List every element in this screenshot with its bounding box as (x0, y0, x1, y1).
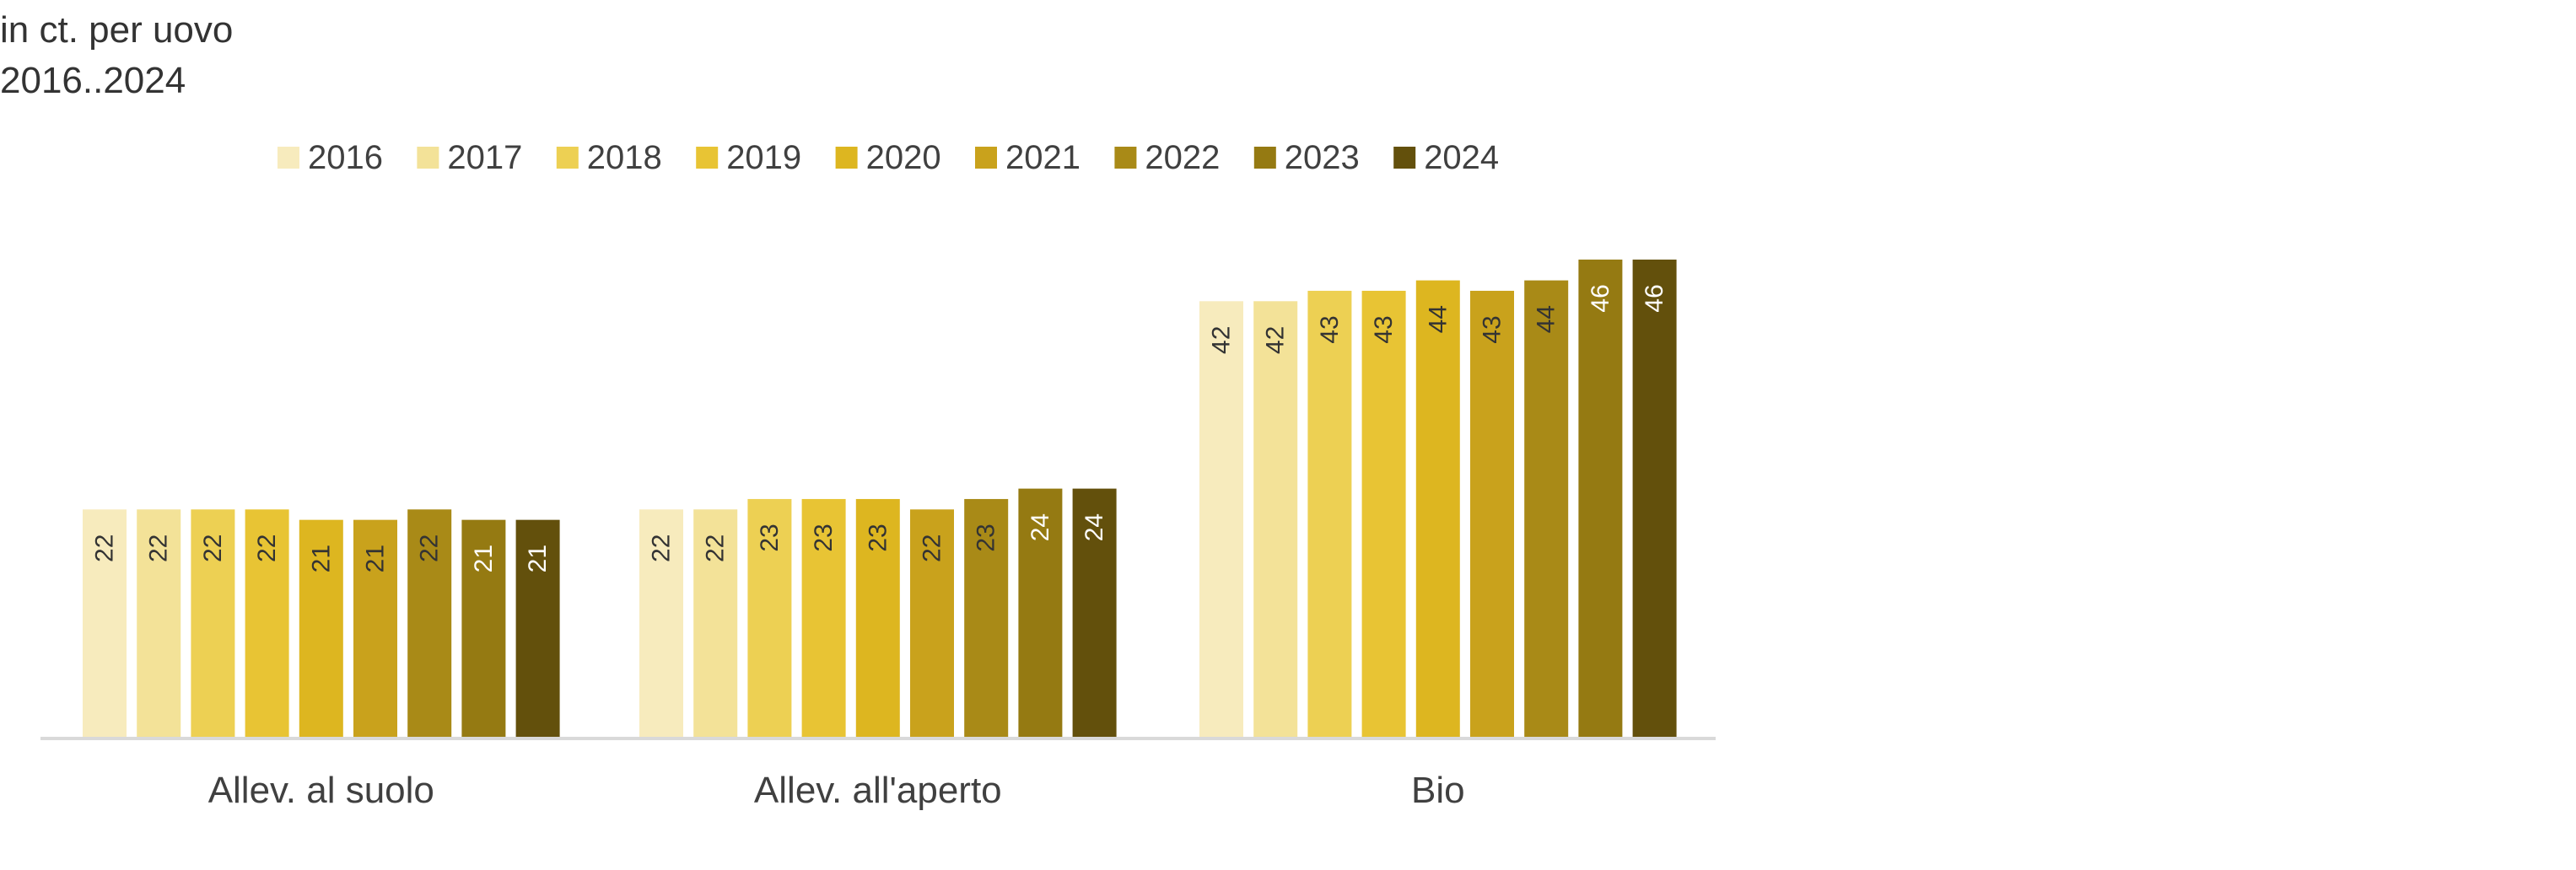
data-label-2024-2: 46 (1641, 284, 1668, 312)
legend-label-2023: 2023 (1285, 139, 1360, 176)
bar-2018-1 (747, 498, 792, 738)
bar-2022-2 (1524, 280, 1569, 739)
data-label-2023-2: 46 (1587, 284, 1614, 312)
data-label-2017-2: 42 (1262, 326, 1290, 354)
bar-2017-0 (137, 509, 181, 738)
legend-label-2018: 2018 (587, 139, 662, 176)
bar-2023-2 (1578, 259, 1623, 738)
category-label-1: Allev. all'aperto (754, 770, 1002, 811)
bar-2019-1 (801, 498, 846, 738)
bar-2020-1 (855, 498, 900, 738)
bar-2022-0 (407, 509, 452, 738)
bar-2023-0 (461, 519, 506, 738)
bar-2022-1 (964, 498, 1009, 738)
data-label-2016-0: 22 (91, 534, 119, 562)
bar-2020-0 (299, 519, 343, 738)
bar-2020-2 (1415, 280, 1460, 739)
legend-label-2016: 2016 (308, 139, 383, 176)
legend-swatch-2022 (1114, 147, 1137, 169)
data-label-2017-1: 22 (702, 534, 730, 562)
legend-label-2017: 2017 (447, 139, 522, 176)
bar-2023-1 (1018, 488, 1063, 738)
legend-swatch-2019 (696, 147, 719, 169)
bar-2018-0 (191, 509, 235, 738)
data-label-2018-2: 43 (1316, 315, 1344, 343)
data-label-2021-2: 43 (1479, 315, 1506, 343)
bar-2024-0 (515, 519, 560, 738)
data-label-2023-1: 24 (1027, 513, 1054, 541)
legend-swatch-2018 (556, 147, 579, 169)
legend: 2016 2017 2018 2019 2020 2021 2022 2023 2024 (278, 139, 1499, 176)
legend-label-2020: 2020 (866, 139, 941, 176)
data-label-2020-2: 44 (1424, 305, 1452, 333)
legend-swatch-2017 (417, 147, 439, 169)
bar-2021-0 (353, 519, 397, 738)
bar-2024-1 (1072, 488, 1117, 738)
data-label-2017-0: 22 (145, 534, 173, 562)
data-label-2020-1: 23 (864, 524, 892, 551)
legend-label-2021: 2021 (1005, 139, 1081, 176)
data-label-2018-1: 23 (756, 524, 784, 551)
legend-label-2024: 2024 (1424, 139, 1499, 176)
category-labels-group: Allev. al suolo Allev. all'aperto Bio (208, 770, 1465, 811)
data-label-2022-1: 23 (973, 524, 1000, 551)
legend-label-2022: 2022 (1145, 139, 1220, 176)
legend-swatch-2024 (1393, 147, 1416, 169)
bar-2021-1 (910, 509, 954, 738)
category-label-2: Bio (1411, 770, 1465, 811)
data-label-2021-0: 21 (362, 545, 390, 572)
bar-2019-0 (245, 509, 289, 738)
bars-group (83, 259, 1677, 739)
legend-label-2019: 2019 (726, 139, 801, 176)
data-label-2016-1: 22 (648, 534, 676, 562)
category-label-0: Allev. al suolo (208, 770, 434, 811)
bar-2024-2 (1632, 259, 1677, 738)
bar-2017-2 (1253, 301, 1298, 738)
legend-swatch-2021 (975, 147, 997, 169)
bar-2019-2 (1361, 290, 1406, 738)
legend-swatch-2020 (835, 147, 858, 169)
data-label-2019-2: 43 (1370, 315, 1398, 343)
bar-2018-2 (1307, 290, 1352, 738)
data-label-2021-1: 22 (919, 534, 946, 562)
data-label-2022-0: 22 (416, 534, 444, 562)
legend-swatch-2016 (278, 147, 299, 169)
chart-subtitle: 2016..2024 (0, 60, 186, 101)
bar-2017-1 (693, 509, 738, 738)
chart-title: in ct. per uovo (0, 9, 234, 51)
data-label-2023-0: 21 (470, 545, 498, 572)
bar-2016-1 (639, 509, 683, 738)
data-label-2022-2: 44 (1533, 305, 1560, 333)
bar-2021-2 (1470, 290, 1514, 738)
bar-2016-0 (83, 509, 127, 738)
bar-2016-2 (1199, 301, 1243, 738)
chart-title-block: in ct. per uovo 2016..2024 (0, 5, 233, 106)
data-label-2024-1: 24 (1081, 513, 1108, 541)
data-label-2020-0: 21 (307, 545, 335, 572)
legend-swatch-2023 (1253, 147, 1276, 169)
data-label-2024-0: 21 (524, 545, 552, 572)
data-label-2019-0: 22 (253, 534, 281, 562)
data-label-2019-1: 23 (810, 524, 838, 551)
data-label-2016-2: 42 (1208, 326, 1236, 354)
data-label-2018-0: 22 (199, 534, 227, 562)
data-labels-group: 22 22 22 22 21 21 22 21 21 22 22 23 23 23 22 23 24 24 42 42… (91, 284, 1669, 572)
